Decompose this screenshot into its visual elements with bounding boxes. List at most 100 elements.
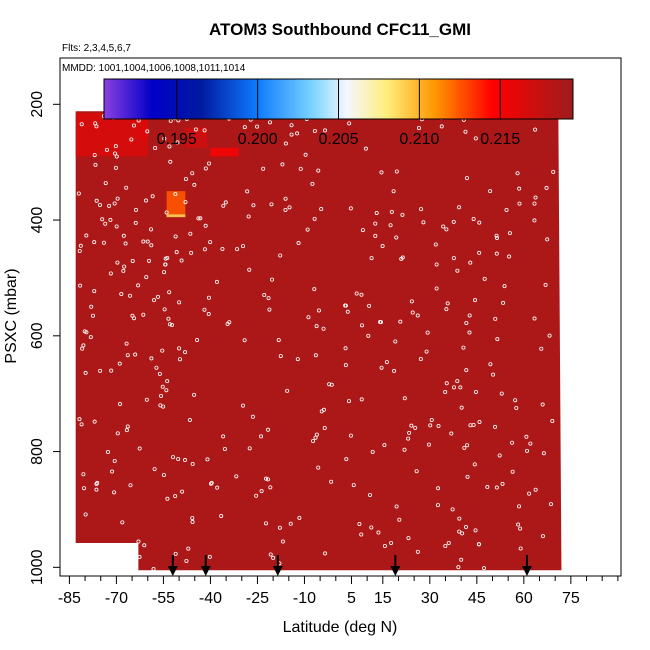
y-tick-label: 400 [29,207,46,234]
sample-point [159,393,164,398]
x-tick-label: 60 [515,590,533,607]
x-tick-label: 75 [562,590,580,607]
sample-point [165,379,170,384]
sample-point [366,333,371,338]
sample-point [98,368,103,373]
sample-point [414,469,419,474]
sample-point [207,161,212,166]
sample-point [124,185,129,190]
sample-point [105,450,110,455]
sample-point [359,292,364,297]
sample-point [104,147,109,152]
x-tick-label: 15 [374,590,392,607]
sample-point [192,392,197,397]
sample-point [465,474,470,479]
sample-point [101,240,106,245]
sample-point [360,323,365,328]
sample-point [145,129,150,134]
sample-point [493,424,498,429]
sample-point [202,247,207,252]
sample-point [271,555,276,560]
sample-point [514,405,519,410]
sample-point [347,121,352,126]
sample-point [117,361,122,366]
sample-point [319,409,324,414]
sample-point [472,462,477,467]
sample-point [280,162,285,167]
sample-point [392,368,397,373]
sample-point [165,496,170,501]
sample-point [130,258,135,263]
sample-point [276,338,281,343]
sample-point [491,372,496,377]
sample-point [84,233,89,238]
sample-point [129,137,134,142]
sample-point [188,231,193,236]
sample-point [435,503,440,508]
sample-point [434,286,439,291]
sample-point [533,195,538,200]
sample-point [112,458,117,463]
plot-frame [59,57,622,577]
sample-point [193,127,198,132]
colorbar-tick-label: 0.215 [480,131,520,148]
sample-point [473,298,478,303]
sample-point [78,243,83,248]
sample-point [477,250,482,255]
sample-point [149,356,154,361]
sample-point [452,385,457,390]
sample-point [133,352,138,357]
flights-note: Flts: 2,3,4,5,6,7 [62,43,131,54]
sample-point [500,481,505,486]
sample-point [113,144,118,149]
sample-point [443,390,448,395]
sample-point [258,434,263,439]
sample-point [270,277,275,282]
sample-point [88,335,93,340]
sample-point [314,432,319,437]
sample-point [532,316,537,321]
sample-point [137,446,142,451]
sample-point [247,267,252,272]
y-axis: 200 400 600 800 1000 [29,91,60,585]
sample-point [152,467,157,472]
sample-point [541,451,546,456]
sample-point [195,337,200,342]
sample-point [444,307,449,312]
sample-point [80,346,85,351]
sample-point [434,262,439,267]
flight-arrows [167,555,532,576]
sample-point [443,543,448,548]
sample-point [259,489,264,494]
sample-point [450,507,455,512]
x-axis: -85 -70 -55 -40 -25 -10 5 15 30 45 60 75 [58,576,619,607]
sample-point [367,303,372,308]
sample-point [510,469,515,474]
sample-point [460,531,465,536]
sample-point [297,515,302,520]
sample-point [164,388,169,393]
sample-point [136,283,141,288]
sample-point [110,469,115,474]
y-axis-label: PSXC (mbar) [3,268,20,363]
y-tick-label: 600 [29,322,46,349]
sample-point [221,203,226,208]
sample-point [485,485,490,490]
sample-point [494,236,499,241]
sample-point [461,345,466,350]
sample-point [527,491,532,496]
sample-point [444,227,449,232]
sample-point [262,293,267,298]
sample-point [287,205,292,210]
sample-point [370,449,375,454]
sample-point [289,132,294,137]
sample-point [167,322,172,327]
sample-point [114,224,119,229]
sample-point [151,567,156,572]
sample-point [516,522,521,527]
sample-point [488,189,493,194]
sample-point [532,201,537,206]
sample-point [410,310,415,315]
sample-point [394,504,399,509]
sample-point [359,397,364,402]
